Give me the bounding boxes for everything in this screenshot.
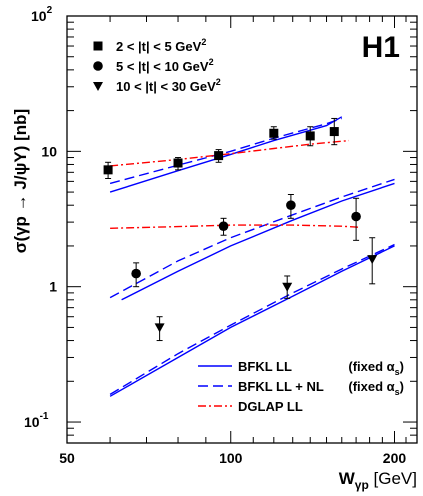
data-point-square [329,117,339,146]
data-point-circle [351,197,361,241]
curve-dglap-ll-2-5 [110,139,350,167]
square-marker [329,127,339,137]
y-tick-label: 102 [31,5,53,24]
x-tick-label: 100 [219,450,243,466]
legend-data-label: 5 < |t| < 10 GeV2 [116,57,214,74]
data-point-circle [218,217,229,236]
y-tick-label: 10 [41,143,57,159]
curve-bfkl-ll-2-5 [109,116,343,193]
circle-marker [131,268,141,279]
legend-model-label: BFKL LL + NL [238,379,324,394]
data-point-square [103,161,113,180]
legend-model-label: BFKL LL [238,359,292,374]
legend-model-label: DGLAP LL [238,399,303,414]
triangle-down-marker [282,282,293,292]
data-point-square [214,149,224,163]
legend-data-label: 2 < |t| < 5 GeV2 [116,37,206,54]
legend-model-condition: (fixed αs) [348,359,404,377]
data-point-triangle-down [367,237,378,285]
data-point-triangle-down [282,275,293,299]
y-tick-label: 1 [49,279,57,295]
circle-marker [218,221,229,231]
circle-marker [286,200,296,211]
data-point-circle [131,262,141,288]
square-marker [305,131,315,141]
curve-bfkl-ll-nl-2-5 [109,117,343,185]
y-tick-label: 10-1 [24,411,49,430]
legend-marker-circle [93,61,103,71]
legend-marker-square [93,41,103,51]
legend-data-label: 10 < |t| < 30 GeV2 [116,77,221,94]
data-point-circle [286,193,296,219]
data-point-triangle-down [154,316,165,342]
plot-frame [66,15,418,444]
legend-marker-triangle-down [93,82,103,91]
circle-marker [351,211,361,222]
triangle-down-marker [367,255,378,265]
data-point-square [269,126,279,140]
square-marker [269,128,279,138]
curve-bfkl-ll-nl-10-30 [109,243,395,396]
curve-bfkl-ll-nl-5-10 [109,178,395,299]
square-marker [173,158,183,168]
triangle-down-marker [154,323,165,333]
curve-bfkl-ll-5-10 [121,182,395,301]
legend-model-condition: (fixed αs) [348,379,404,397]
x-tick-label: 200 [383,450,407,466]
square-marker [214,151,224,161]
experiment-label: H1 [362,31,400,64]
x-axis-label: Wγp [GeV] [339,469,417,492]
y-axis-label: σ(γp → J/ψY) [nb] [11,109,30,253]
curve-dglap-ll-5-10 [110,224,359,229]
data-point-square [305,126,315,147]
square-marker [103,165,113,175]
data-point-square [173,157,183,171]
curve-bfkl-ll-10-30 [109,245,395,397]
x-tick-label: 50 [59,450,75,466]
